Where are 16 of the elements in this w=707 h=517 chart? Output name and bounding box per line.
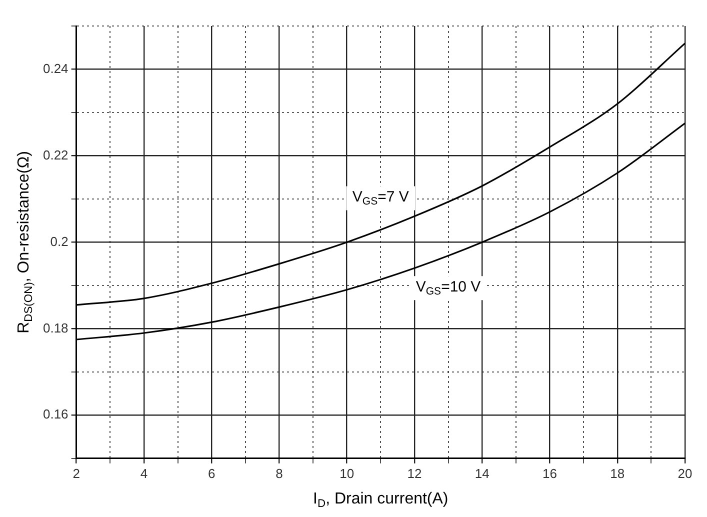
y-tick-label: 0.22 <box>42 147 68 162</box>
x-tick-label: 12 <box>407 466 422 481</box>
x-tick-label: 10 <box>340 466 354 481</box>
x-tick-label: 16 <box>542 466 557 481</box>
y-tick-label: 0.2 <box>50 234 68 249</box>
x-tick-label: 4 <box>140 466 148 481</box>
x-tick-label: 8 <box>276 466 283 481</box>
y-tick-label: 0.18 <box>42 320 68 336</box>
x-tick-label: 6 <box>208 466 216 481</box>
y-tick-label: 0.16 <box>42 406 68 422</box>
y-tick-label: 0.24 <box>42 60 68 76</box>
x-tick-label: 2 <box>72 466 80 481</box>
x-tick-label: 14 <box>474 466 490 481</box>
x-tick-label: 18 <box>610 466 625 481</box>
y-axis-title: RDS(ON), On-resistance(Ω) <box>15 150 35 334</box>
x-tick-label: 20 <box>678 466 692 481</box>
